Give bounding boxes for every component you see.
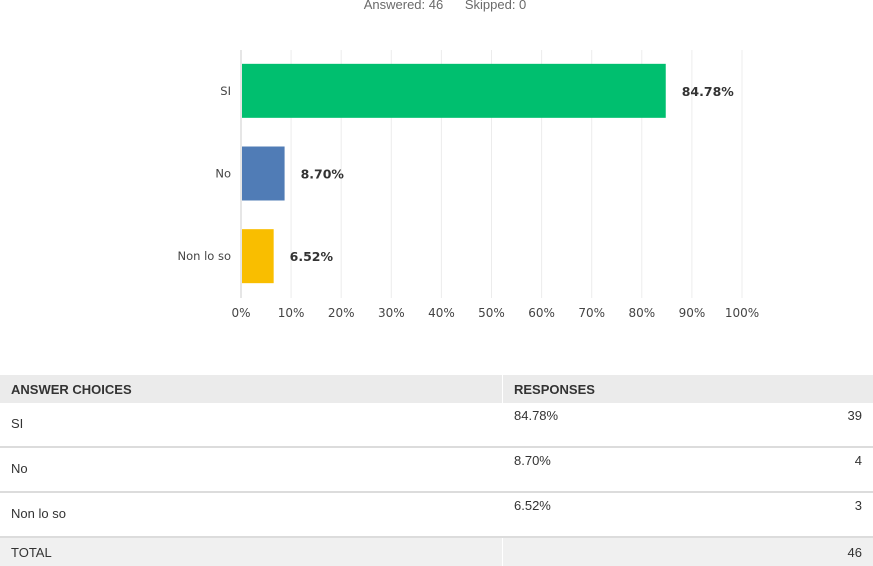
data-label: 8.70%: [301, 167, 345, 182]
bar-chart: 0% 10% 20% 30% 40% 50% 60% 70% 80% 90% 100% SI 84.78…: [178, 50, 759, 320]
percent: 8.70%: [502, 447, 777, 493]
choice: No: [0, 447, 503, 493]
x-tick-label: 100%: [725, 306, 759, 320]
response-summary: Answered: 46 Skipped: 0: [0, 0, 873, 12]
x-tick-label: 60%: [528, 306, 555, 320]
category-label: Non lo so: [178, 249, 232, 263]
table-row: No 8.70% 4: [0, 447, 873, 493]
count: 4: [776, 447, 873, 493]
header-answer-choices: ANSWER CHOICES: [0, 375, 503, 403]
total-row: TOTAL 46: [0, 537, 873, 566]
table-header: ANSWER CHOICES RESPONSES: [0, 375, 873, 403]
category-label: SI: [220, 84, 231, 98]
total-empty: [502, 537, 777, 566]
x-tick-label: 70%: [578, 306, 605, 320]
answered-count: Answered: 46: [363, 0, 444, 12]
bar: [242, 146, 285, 201]
count: 39: [776, 403, 873, 448]
category-label: No: [215, 167, 231, 181]
x-tick-label: 80%: [628, 306, 655, 320]
total-label: TOTAL: [0, 537, 503, 566]
count: 3: [776, 492, 873, 538]
percent: 84.78%: [502, 403, 777, 448]
x-tick-label: 40%: [428, 306, 455, 320]
bar: [242, 63, 666, 118]
table-row: Non lo so 6.52% 3: [0, 492, 873, 538]
table-row: SI 84.78% 39: [0, 403, 873, 448]
total-count: 46: [776, 537, 873, 566]
skipped-count: Skipped: 0: [464, 0, 527, 12]
x-tick-label: 20%: [328, 306, 355, 320]
data-label: 6.52%: [290, 249, 334, 264]
choice: Non lo so: [0, 492, 503, 538]
data-label: 84.78%: [682, 84, 735, 99]
percent: 6.52%: [502, 492, 777, 538]
choice: SI: [0, 403, 503, 448]
header-responses: RESPONSES: [502, 375, 777, 403]
header-count: [776, 375, 873, 403]
x-tick-label: 50%: [478, 306, 505, 320]
bar: [242, 229, 274, 284]
x-tick-label: 90%: [679, 306, 706, 320]
responses-table: ANSWER CHOICES RESPONSES SI 84.78% 39 No…: [0, 375, 873, 566]
x-tick-label: 30%: [378, 306, 405, 320]
x-tick-label: 0%: [231, 306, 250, 320]
x-tick-label: 10%: [278, 306, 305, 320]
